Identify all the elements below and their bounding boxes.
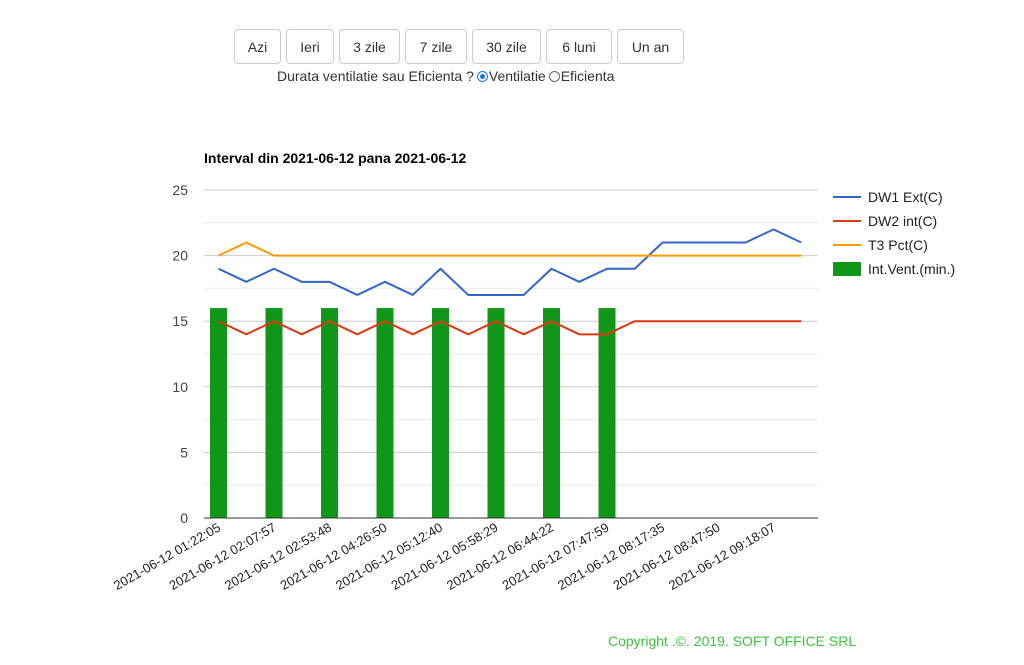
bar-int-vent bbox=[487, 308, 505, 518]
legend-label: Int.Vent.(min.) bbox=[868, 261, 955, 277]
legend-label: DW2 int(C) bbox=[868, 213, 937, 229]
x-tick-label: 2021-06-12 09:18:07 bbox=[666, 520, 778, 593]
eficienta-label[interactable]: Eficienta bbox=[560, 68, 615, 84]
mode-question: Durata ventilatie sau Eficienta ? bbox=[277, 68, 474, 84]
legend-label: T3 Pct(C) bbox=[868, 237, 928, 253]
period-button-ieri[interactable]: Ieri bbox=[286, 29, 334, 64]
line-t3-pct-c bbox=[218, 241, 802, 257]
bar-int-vent bbox=[321, 308, 338, 518]
period-button-6-luni[interactable]: 6 luni bbox=[546, 29, 612, 64]
period-button-group: Azi Ieri 3 zile 7 zile 30 zile 6 luni Un… bbox=[234, 29, 684, 64]
period-button-azi[interactable]: Azi bbox=[234, 29, 281, 64]
bar-int-vent bbox=[210, 308, 227, 518]
chart-title: Interval din 2021-06-12 pana 2021-06-12 bbox=[204, 150, 466, 166]
line-dw1-ext-c bbox=[218, 228, 802, 296]
y-tick-label: 5 bbox=[180, 444, 188, 460]
legend-label: DW1 Ext(C) bbox=[868, 189, 943, 205]
y-tick-label: 10 bbox=[172, 379, 188, 395]
line-series bbox=[218, 228, 802, 336]
mode-selector: Durata ventilatie sau Eficienta ? Ventil… bbox=[277, 68, 614, 84]
period-button-3-zile[interactable]: 3 zile bbox=[339, 29, 400, 64]
y-tick-label: 20 bbox=[172, 248, 188, 264]
bar-int-vent bbox=[265, 308, 283, 518]
bar-int-vent bbox=[543, 308, 560, 518]
bar-int-vent bbox=[376, 308, 394, 518]
chart-gridlines bbox=[204, 189, 818, 486]
legend: DW1 Ext(C) DW2 int(C) T3 Pct(C) Int.Vent.(m… bbox=[833, 189, 955, 277]
eficienta-radio[interactable] bbox=[548, 70, 560, 82]
y-tick-label: 15 bbox=[172, 313, 188, 329]
period-button-30-zile[interactable]: 30 zile bbox=[472, 29, 541, 64]
y-axis: 0 5 10 15 20 25 bbox=[172, 182, 188, 526]
bar-series bbox=[210, 308, 616, 518]
y-tick-label: 25 bbox=[172, 182, 188, 198]
line-dw2-int-c bbox=[218, 320, 802, 336]
legend-swatch bbox=[833, 262, 861, 276]
period-button-7-zile[interactable]: 7 zile bbox=[405, 29, 467, 64]
y-tick-label: 0 bbox=[180, 510, 188, 526]
footer-copyright: Copyright .©. 2019. SOFT OFFICE SRL bbox=[608, 633, 857, 649]
bar-int-vent bbox=[432, 308, 449, 518]
ventilatie-label[interactable]: Ventilatie bbox=[488, 68, 546, 84]
bar-int-vent bbox=[598, 308, 616, 518]
ventilatie-radio[interactable] bbox=[476, 70, 488, 82]
period-button-un-an[interactable]: Un an bbox=[617, 29, 684, 64]
